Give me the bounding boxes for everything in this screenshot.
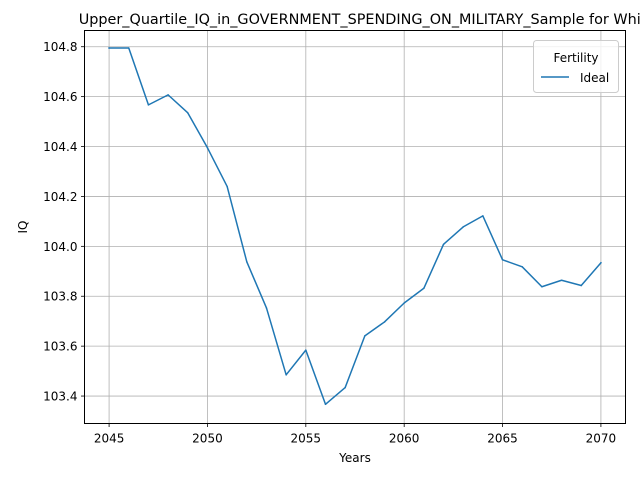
data-point [344, 386, 346, 389]
data-point [600, 262, 602, 264]
data-point [442, 243, 445, 246]
data-point [560, 279, 563, 282]
plot-area-frame [84, 30, 626, 424]
chart-title: Upper_Quartile_IQ_in_GOVERNMENT_SPENDING… [79, 12, 640, 28]
data-point [403, 302, 405, 304]
y-tick-label: 104.0 [43, 240, 77, 254]
data-point [147, 104, 150, 106]
x-tick-label: 2055 [291, 432, 322, 446]
y-tick-label: 104.8 [43, 40, 77, 54]
data-point [305, 349, 307, 351]
x-tick-label: 2045 [94, 432, 125, 446]
data-point [128, 47, 130, 49]
x-axis-ticks: 2045 2050 2055 2060 2065 2070 [94, 423, 617, 446]
y-tick-label: 104.6 [43, 90, 77, 104]
data-point [246, 261, 248, 263]
data-point [265, 307, 268, 309]
data-point [108, 47, 110, 49]
legend-box [533, 40, 619, 93]
y-tick-label: 103.8 [43, 290, 77, 304]
grid-lines [84, 30, 626, 424]
x-axis-label: Years [338, 451, 371, 465]
data-point [462, 226, 464, 228]
y-axis-label: IQ [16, 221, 30, 234]
data-point [364, 335, 366, 337]
y-tick-label: 103.4 [43, 390, 77, 404]
x-tick-label: 2065 [487, 432, 518, 446]
series-line-ideal [108, 47, 602, 406]
y-tick-label: 104.4 [43, 140, 77, 154]
x-tick-label: 2050 [192, 432, 223, 446]
data-point [580, 284, 582, 287]
data-point [206, 147, 209, 149]
data-point [285, 374, 287, 376]
data-point [383, 321, 386, 323]
data-point [541, 286, 543, 288]
data-point [226, 185, 228, 188]
y-tick-label: 103.6 [43, 340, 77, 354]
y-axis-ticks: 103.4 103.6 103.8 104.0 104.2 104.4 104.6 104.8 [43, 40, 85, 404]
series-layer [108, 47, 602, 406]
legend-label-ideal: Ideal [580, 71, 609, 85]
y-tick-label: 104.2 [43, 190, 77, 204]
data-point [482, 215, 484, 217]
legend-title: Fertility [553, 51, 598, 65]
data-point [423, 287, 425, 290]
data-point [187, 112, 189, 114]
data-point [521, 266, 523, 268]
data-point [324, 403, 327, 406]
x-tick-label: 2060 [389, 432, 420, 446]
data-point [501, 259, 504, 261]
x-tick-label: 2070 [586, 432, 617, 446]
legend: Fertility Ideal [533, 40, 619, 93]
data-point [167, 94, 169, 96]
